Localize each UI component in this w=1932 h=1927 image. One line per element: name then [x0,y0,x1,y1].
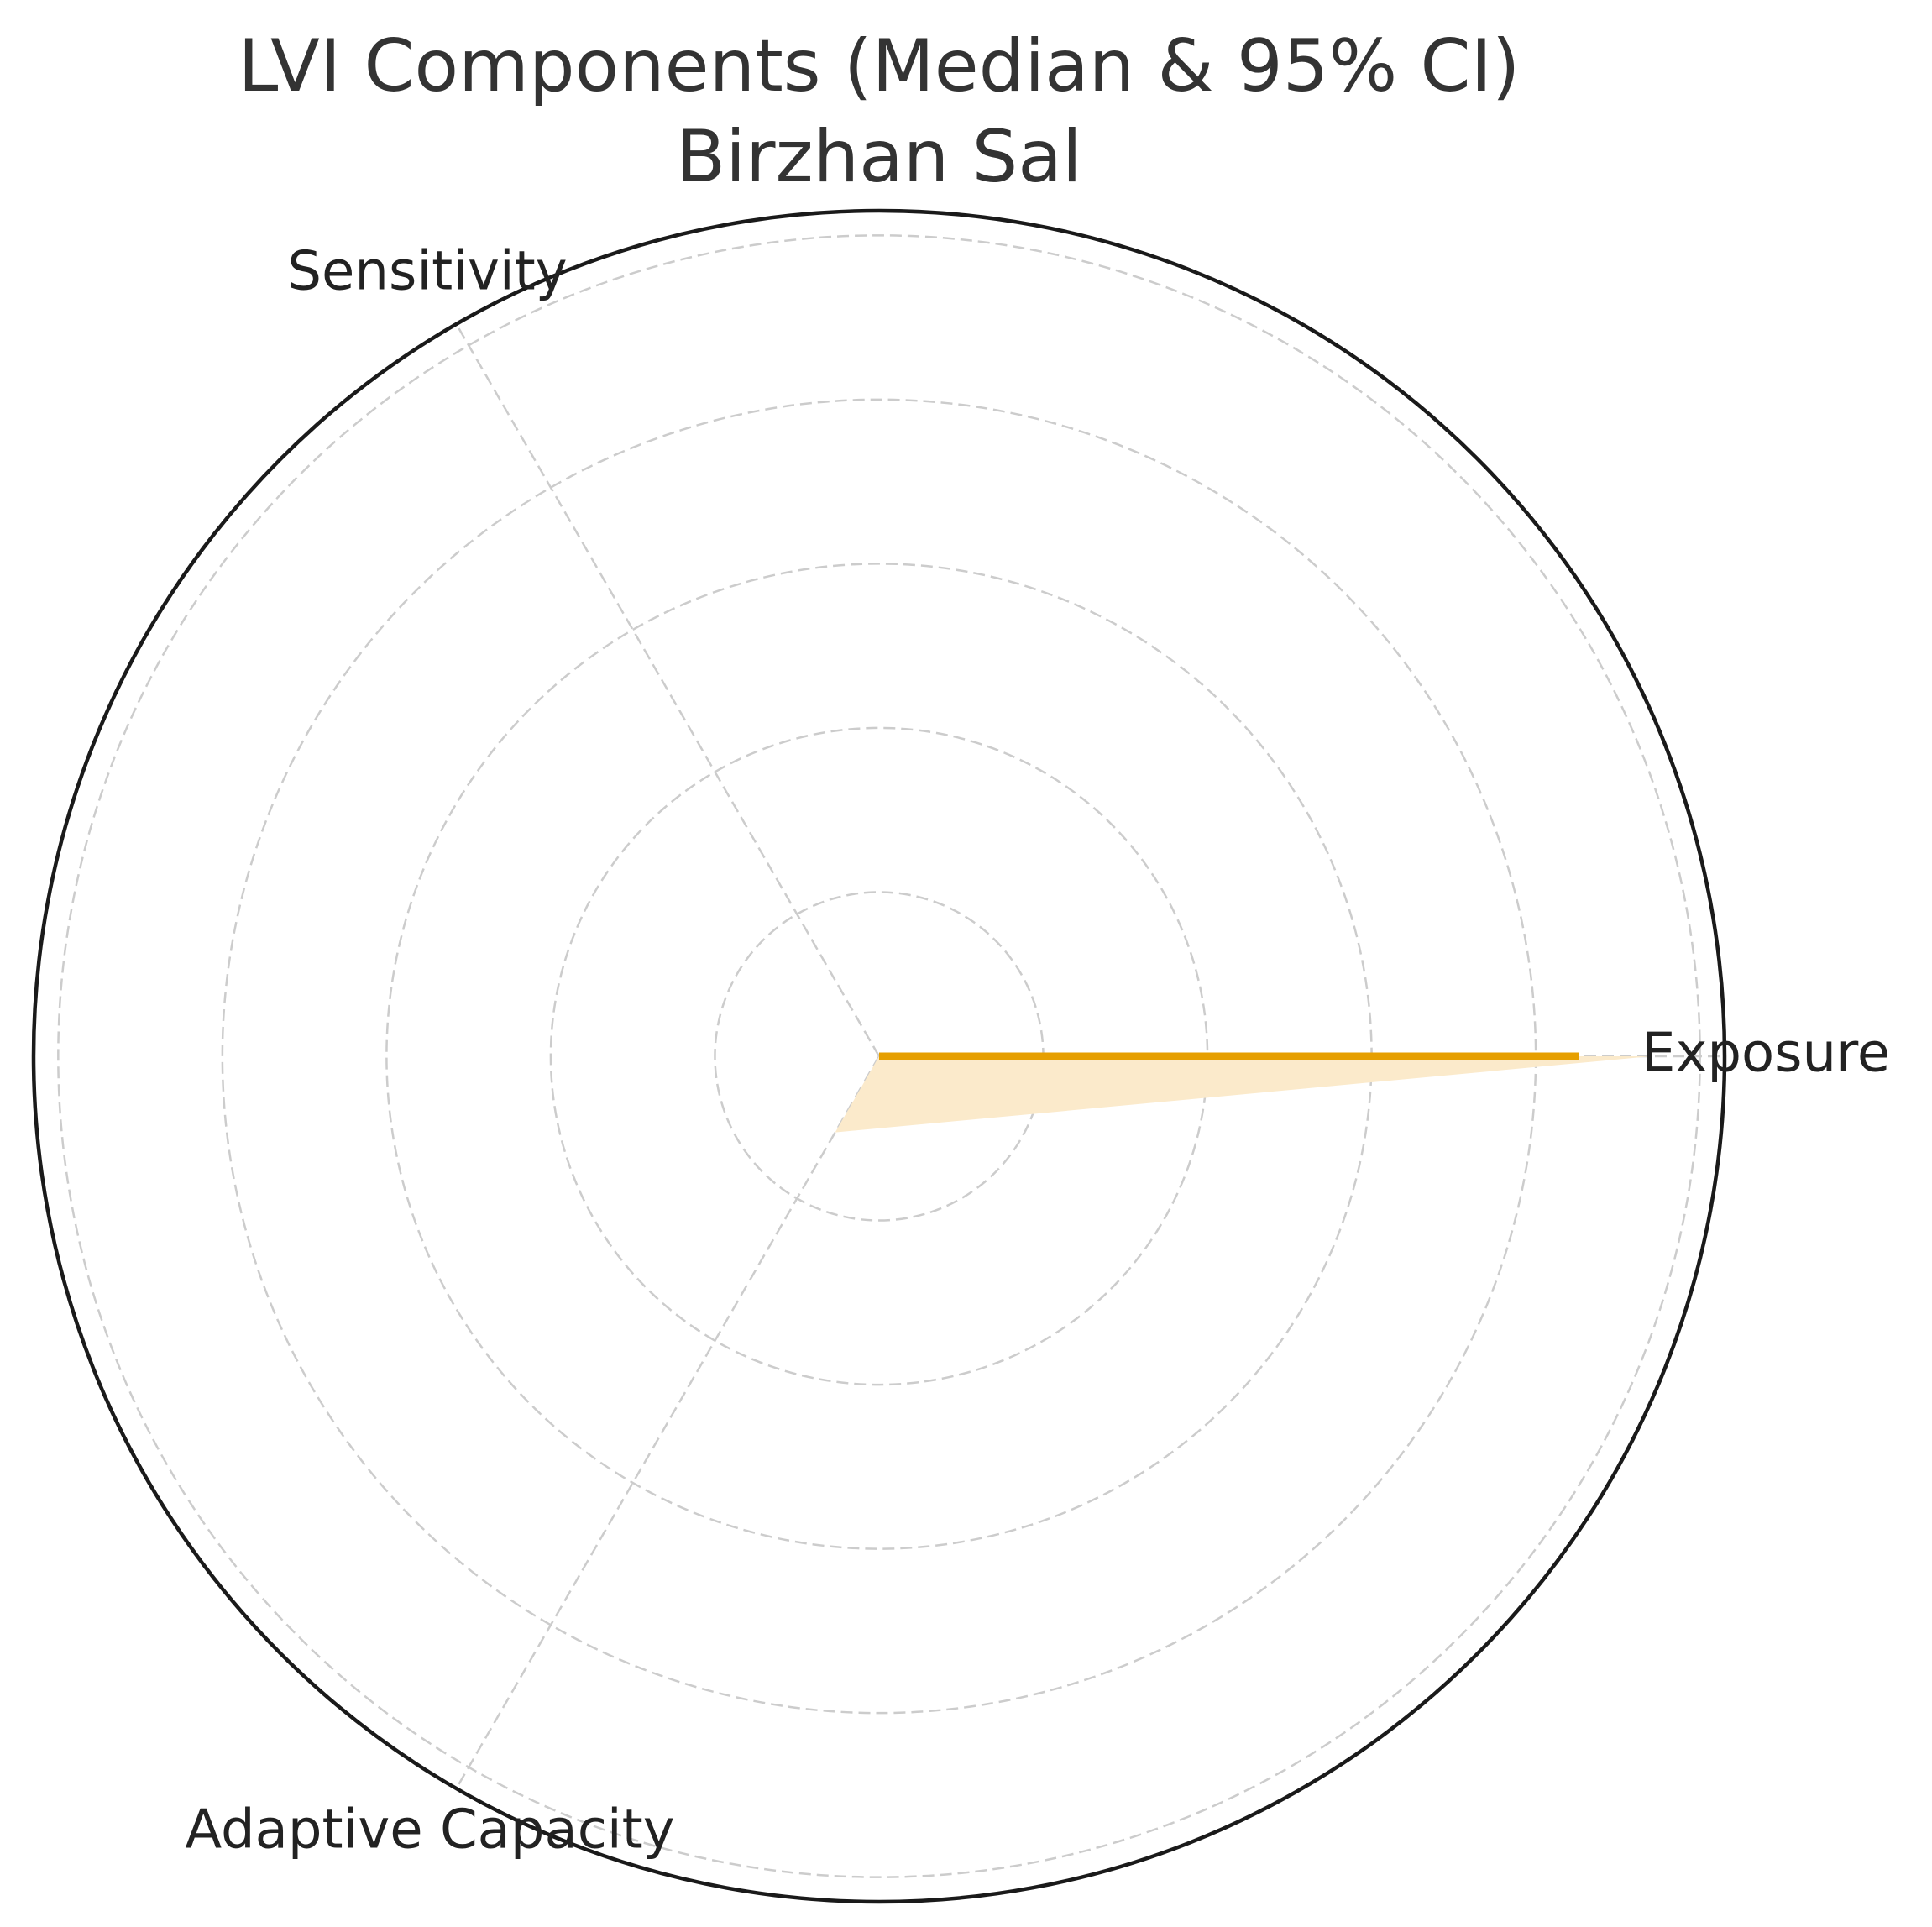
axis-label-exposure: Exposure [1641,1023,1890,1085]
axis-labels: Exposure Sensitivity Adaptive Capacity [185,241,1890,1862]
chart-subtitle: Birzhan Sal [676,115,1082,199]
outer-spine [31,208,1727,1904]
ci-band [835,1056,1652,1133]
chart-title: LVI Components (Median & 95% CI) [238,24,1521,108]
axis-label-sensitivity: Sensitivity [287,241,567,303]
data-marks [835,1052,1652,1133]
spoke-gridline [455,1055,881,1789]
axis-label-adaptive-capacity: Adaptive Capacity [185,1799,674,1862]
